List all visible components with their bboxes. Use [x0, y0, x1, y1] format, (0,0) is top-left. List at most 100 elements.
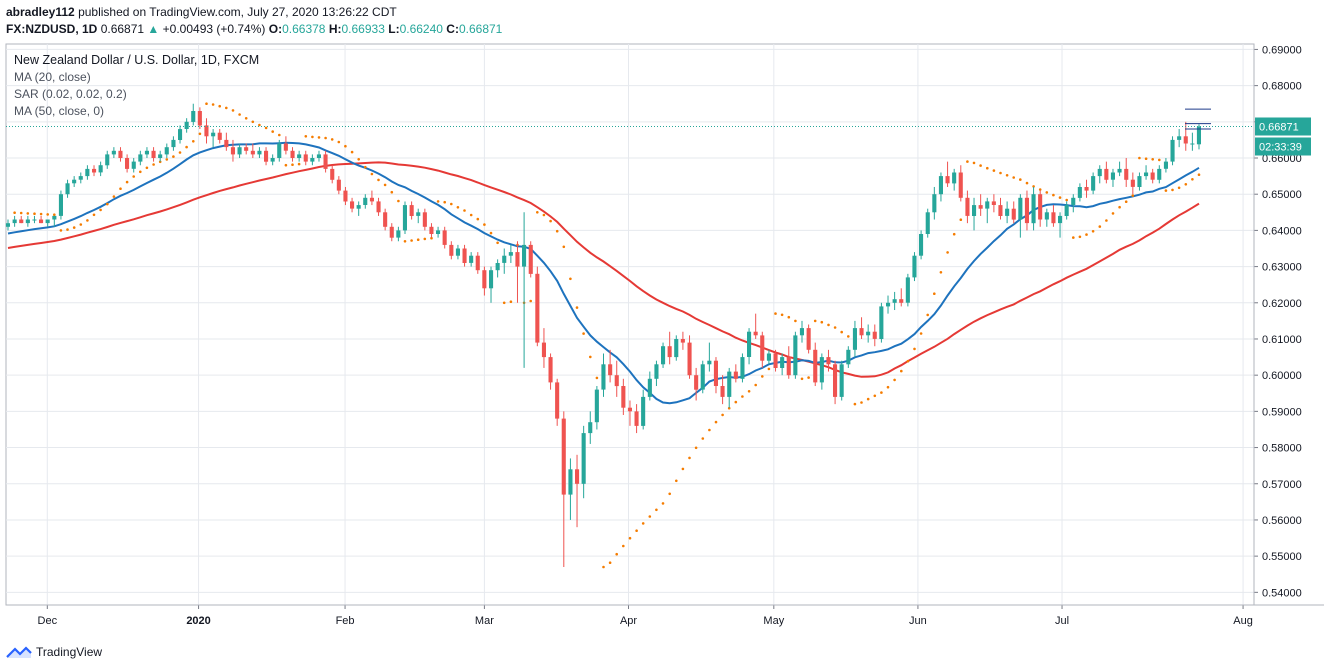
candle[interactable]	[469, 252, 474, 267]
candle[interactable]	[111, 147, 116, 159]
candle[interactable]	[588, 411, 593, 444]
candle[interactable]	[932, 186, 937, 220]
candle[interactable]	[230, 139, 235, 162]
candle[interactable]	[1044, 208, 1049, 227]
candle[interactable]	[98, 161, 103, 177]
candle[interactable]	[760, 331, 765, 368]
candle[interactable]	[502, 248, 507, 274]
candle[interactable]	[1018, 194, 1023, 238]
candle[interactable]	[144, 147, 149, 159]
candle[interactable]	[1104, 161, 1109, 184]
candle[interactable]	[753, 313, 758, 339]
candle[interactable]	[1150, 168, 1155, 184]
candle[interactable]	[58, 190, 63, 220]
candle[interactable]	[780, 353, 785, 376]
candle[interactable]	[515, 241, 520, 303]
candle[interactable]	[886, 295, 891, 314]
candle[interactable]	[905, 273, 910, 307]
tradingview-logo-icon[interactable]	[6, 645, 32, 659]
candle[interactable]	[336, 176, 341, 195]
candle[interactable]	[257, 147, 262, 159]
candle[interactable]	[164, 143, 169, 159]
candle[interactable]	[575, 454, 580, 528]
candle[interactable]	[323, 150, 328, 173]
candle[interactable]	[548, 353, 553, 390]
candle[interactable]	[998, 197, 1003, 220]
candle[interactable]	[171, 136, 176, 151]
candle[interactable]	[363, 194, 368, 209]
candle[interactable]	[191, 103, 196, 126]
candle[interactable]	[1064, 201, 1069, 220]
candle[interactable]	[614, 360, 619, 397]
candle[interactable]	[766, 349, 771, 365]
candle[interactable]	[442, 226, 447, 249]
y-axis[interactable]: 0.690000.680000.670000.660000.650000.640…	[1253, 44, 1302, 605]
candle[interactable]	[376, 197, 381, 216]
candle[interactable]	[826, 349, 831, 372]
candle[interactable]	[151, 147, 156, 162]
footer-brand[interactable]: TradingView	[36, 645, 103, 659]
candle[interactable]	[773, 349, 778, 372]
symbol-label[interactable]: FX:NZDUSD, 1D	[6, 22, 98, 36]
candle[interactable]	[489, 266, 494, 303]
candle[interactable]	[991, 194, 996, 213]
candle[interactable]	[912, 252, 917, 282]
candle[interactable]	[211, 129, 216, 148]
candle[interactable]	[799, 320, 804, 343]
legend-ma20[interactable]: MA (20, close)	[14, 70, 91, 84]
x-axis[interactable]: Dec 2020 Feb Mar Apr May Jun Jul Aug	[6, 604, 1324, 627]
legend-title[interactable]: New Zealand Dollar / U.S. Dollar, 1D, FX…	[14, 53, 259, 67]
candle[interactable]	[945, 161, 950, 187]
candle[interactable]	[65, 179, 70, 198]
candle[interactable]	[1110, 168, 1115, 187]
candle[interactable]	[1071, 194, 1076, 213]
candle[interactable]	[1170, 136, 1175, 166]
candle[interactable]	[197, 107, 202, 130]
candle[interactable]	[1091, 172, 1096, 195]
candle[interactable]	[350, 197, 355, 213]
candle[interactable]	[627, 400, 632, 426]
candle[interactable]	[872, 324, 877, 347]
candle[interactable]	[482, 266, 487, 296]
candle[interactable]	[621, 378, 626, 415]
candle[interactable]	[938, 172, 943, 202]
candle[interactable]	[158, 150, 163, 162]
candle[interactable]	[806, 324, 811, 354]
candle[interactable]	[1051, 205, 1056, 227]
candle[interactable]	[852, 320, 857, 358]
candle[interactable]	[32, 215, 37, 224]
candle[interactable]	[356, 201, 361, 216]
candle[interactable]	[661, 342, 666, 368]
candle[interactable]	[793, 331, 798, 379]
price-chart[interactable]: 0.690000.680000.670000.660000.650000.640…	[0, 0, 1324, 640]
candle[interactable]	[283, 136, 288, 155]
candle[interactable]	[641, 389, 646, 430]
candle[interactable]	[217, 129, 222, 144]
candle[interactable]	[713, 357, 718, 394]
candle[interactable]	[846, 346, 851, 368]
candle[interactable]	[277, 139, 282, 162]
candle[interactable]	[297, 150, 302, 162]
candle[interactable]	[1005, 201, 1010, 224]
candle[interactable]	[819, 353, 824, 390]
candle[interactable]	[224, 132, 229, 151]
candle[interactable]	[436, 226, 441, 238]
candle[interactable]	[422, 208, 427, 231]
candle[interactable]	[105, 150, 110, 169]
candle[interactable]	[409, 201, 414, 220]
candle[interactable]	[389, 223, 394, 242]
candle[interactable]	[1137, 172, 1142, 191]
candle[interactable]	[402, 201, 407, 235]
candle[interactable]	[674, 335, 679, 361]
candle[interactable]	[667, 331, 672, 365]
candle[interactable]	[310, 154, 315, 166]
candle[interactable]	[608, 349, 613, 383]
candle[interactable]	[1097, 165, 1102, 184]
candle[interactable]	[1038, 190, 1043, 227]
candle[interactable]	[184, 118, 189, 133]
candle[interactable]	[45, 219, 50, 227]
candle[interactable]	[561, 411, 566, 567]
candle[interactable]	[1084, 179, 1089, 198]
candle[interactable]	[1124, 158, 1129, 187]
candle[interactable]	[839, 360, 844, 401]
